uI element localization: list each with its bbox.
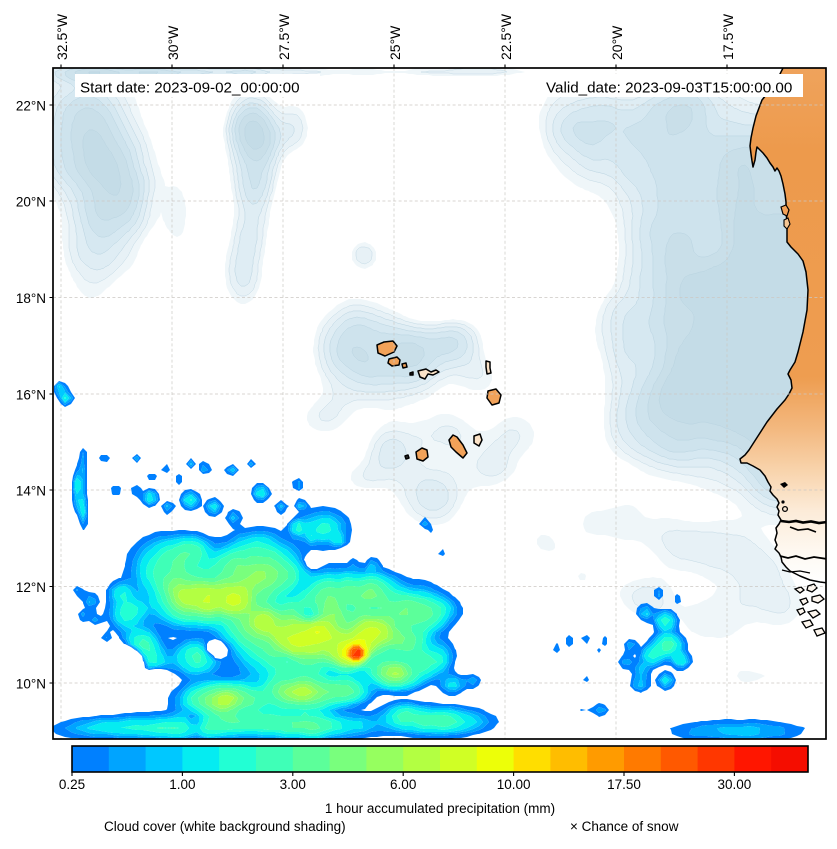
svg-text:3.00: 3.00 [280,777,306,792]
svg-text:1.00: 1.00 [169,777,195,792]
svg-text:30.00: 30.00 [718,777,752,792]
svg-text:25°W: 25°W [387,25,403,60]
svg-text:16°N: 16°N [16,388,46,403]
svg-text:14°N: 14°N [16,484,46,499]
svg-text:10°N: 10°N [16,677,46,692]
svg-text:0.25: 0.25 [59,777,85,792]
svg-text:1 hour accumulated precipitati: 1 hour accumulated precipitation (mm) [325,801,555,816]
svg-text:Cloud cover (white background: Cloud cover (white background shading) [104,819,346,834]
svg-text:18°N: 18°N [16,291,46,306]
svg-text:12°N: 12°N [16,580,46,595]
svg-text:32.5°W: 32.5°W [54,13,70,60]
svg-text:22.5°W: 22.5°W [498,13,514,60]
svg-text:17.50: 17.50 [607,777,641,792]
svg-text:× Chance of snow: × Chance of snow [570,819,679,834]
svg-text:30°W: 30°W [165,25,181,60]
svg-text:20°N: 20°N [16,195,46,210]
svg-text:6.00: 6.00 [390,777,416,792]
svg-text:Start date: 2023-09-02_00:00:0: Start date: 2023-09-02_00:00:00 [80,80,300,97]
svg-text:17.5°W: 17.5°W [720,13,736,60]
svg-text:10.00: 10.00 [497,777,531,792]
svg-text:20°W: 20°W [609,25,625,60]
svg-text:Valid_date: 2023-09-03T15:00:0: Valid_date: 2023-09-03T15:00:00.00 [546,80,792,97]
svg-text:27.5°W: 27.5°W [276,13,292,60]
svg-text:22°N: 22°N [16,99,46,114]
